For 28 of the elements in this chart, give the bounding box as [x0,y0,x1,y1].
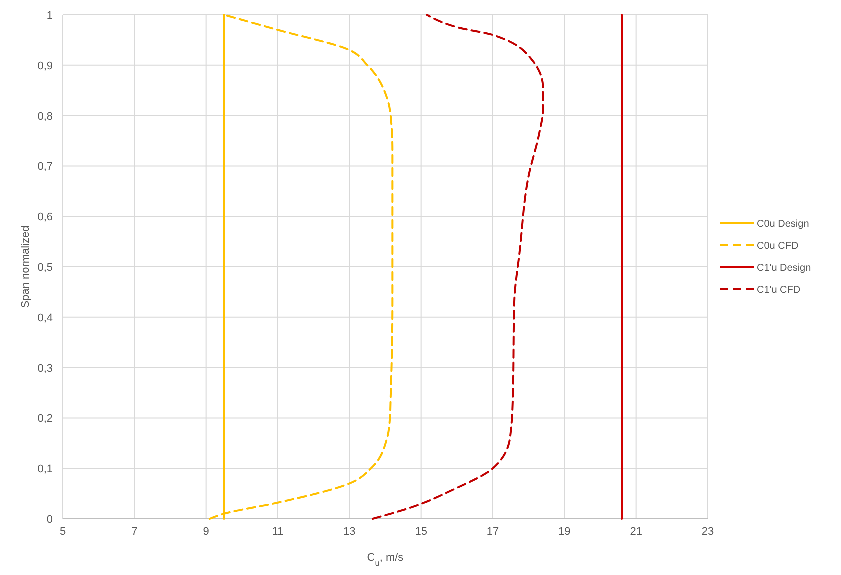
x-tick-label: 23 [702,526,714,538]
x-tick-label: 13 [344,526,356,538]
legend-label: C0u CFD [757,241,799,252]
legend-label: C1'u CFD [757,285,801,296]
y-tick-label: 0,7 [38,161,53,174]
x-tick-label: 17 [486,526,500,538]
x-tick-label: 5 [60,526,66,538]
x-axis-title: C$_{u}$, m/s [367,552,404,568]
y-tick-label: 0 [46,514,53,526]
y-tick-label: 0,5 [38,262,53,274]
line-series [372,14,544,520]
x-tick-label: 7 [132,526,138,538]
y-tick-label: 1 [46,10,53,22]
x-tick-label: 15 [415,526,428,538]
legend-label: C0u Design [757,219,810,230]
y-tick-label: 0,1 [38,464,53,476]
y-tick-label: 0,2 [38,413,53,426]
y-axis-title: Span normalized [20,226,32,308]
y-tick-label: 0,3 [38,362,53,375]
y-tick-label: 0,6 [38,212,53,224]
x-tick-label: 11 [272,526,284,538]
x-tick-label: 21 [630,526,642,538]
y-tick-label: 0,8 [38,110,53,123]
legend-label: C1'u Design [757,263,812,274]
y-tick-label: 0,4 [38,312,53,324]
y-tick-label: 0,9 [38,60,53,72]
x-tick-label: 19 [558,526,571,538]
x-tick-label: 9 [203,526,210,538]
